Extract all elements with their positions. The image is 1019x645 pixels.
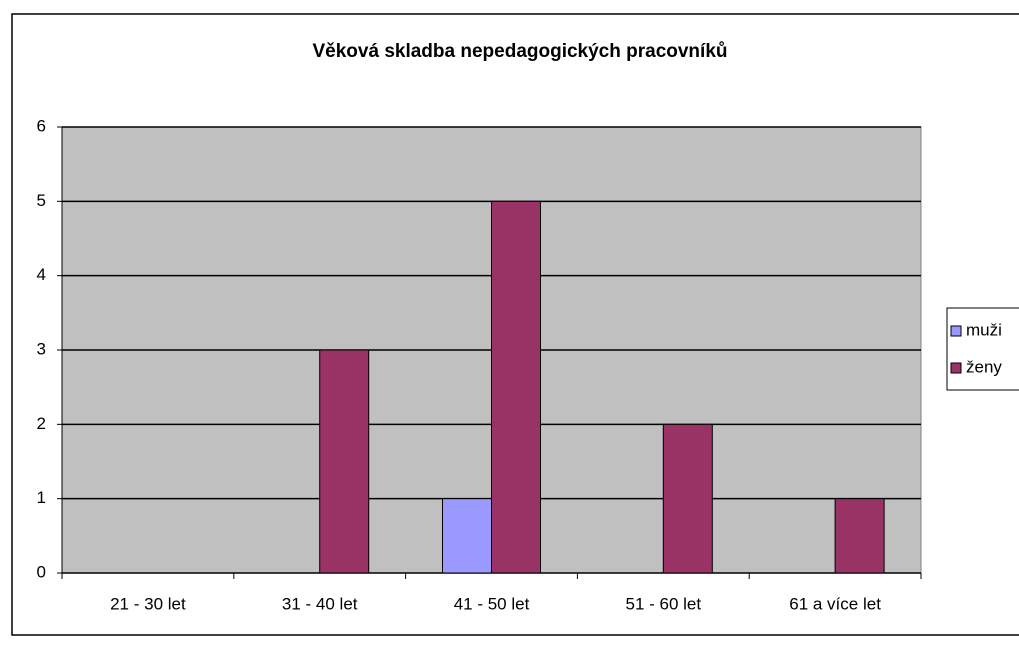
legend-swatch bbox=[950, 362, 962, 374]
y-tick-label: 6 bbox=[37, 116, 46, 135]
bar bbox=[319, 349, 370, 574]
bar bbox=[442, 498, 492, 574]
legend-label: muži bbox=[966, 320, 1002, 339]
x-tick-label: 61 a více let bbox=[789, 594, 881, 613]
bar bbox=[834, 498, 885, 574]
chart-title: Věková skladba nepedagogických pracovník… bbox=[313, 41, 728, 62]
y-tick-label: 3 bbox=[37, 339, 46, 358]
y-tick-label: 0 bbox=[37, 562, 46, 581]
bar bbox=[662, 423, 713, 574]
x-tick-label: 21 - 30 let bbox=[110, 594, 186, 613]
legend-box bbox=[946, 307, 1019, 391]
y-tick-label: 4 bbox=[37, 265, 46, 284]
x-tick-label: 31 - 40 let bbox=[282, 594, 358, 613]
x-tick-label: 51 - 60 let bbox=[625, 594, 701, 613]
legend-swatch bbox=[950, 325, 962, 337]
y-tick-label: 5 bbox=[37, 191, 46, 210]
y-tick-label: 1 bbox=[37, 488, 46, 507]
bar bbox=[491, 200, 541, 574]
legend-label: ženy bbox=[966, 357, 1002, 376]
x-tick-label: 41 - 50 let bbox=[454, 594, 530, 613]
y-tick-label: 2 bbox=[37, 414, 46, 433]
